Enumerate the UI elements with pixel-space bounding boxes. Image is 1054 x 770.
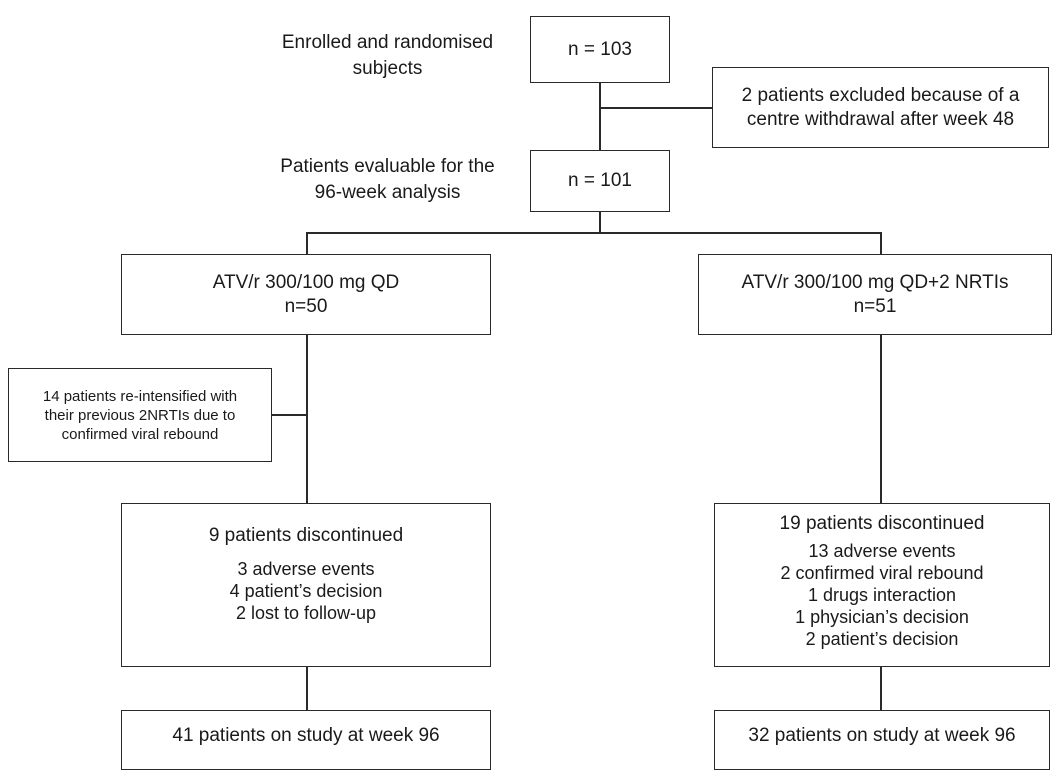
evaluable-label: Patients evaluable for the 96-week analy… — [255, 154, 520, 206]
left-discontinued-title: 9 patients discontinued — [208, 525, 404, 546]
evaluable-label-line: 96-week analysis — [314, 182, 461, 203]
connector-evaluable-down — [599, 211, 601, 233]
left-discontinued-box: 9 patients discontinued 3 adverse events… — [121, 503, 491, 667]
enrolled-label-line: Enrolled and randomised — [281, 32, 494, 53]
right-discontinued-reason: 1 physician’s decision — [795, 607, 969, 627]
excluded-line: 2 patients excluded because of a — [741, 84, 1020, 106]
reintensified-box: 14 patients re-intensified with their pr… — [8, 368, 272, 462]
right-final-box: 32 patients on study at week 96 — [714, 710, 1050, 770]
right-arm-box: ATV/r 300/100 mg QD+2 NRTIs n=51 — [698, 254, 1052, 335]
excluded-box: 2 patients excluded because of a centre … — [712, 67, 1049, 148]
right-discontinued-reason: 2 confirmed viral rebound — [780, 563, 984, 583]
evaluable-count: n = 101 — [568, 170, 632, 191]
reintensified-line: their previous 2NRTIs due to — [44, 406, 236, 424]
left-discontinued-reason: 2 lost to follow-up — [235, 603, 377, 623]
right-discontinued-box: 19 patients discontinued 13 adverse even… — [714, 503, 1050, 667]
left-arm-box: ATV/r 300/100 mg QD n=50 — [121, 254, 491, 335]
excluded-line: centre withdrawal after week 48 — [746, 108, 1015, 130]
reintensified-line: confirmed viral rebound — [61, 425, 219, 443]
connector-right-discontinued-to-final — [880, 666, 882, 711]
reintensified-line: 14 patients re-intensified with — [42, 387, 238, 405]
enrolled-label-line: subjects — [352, 58, 423, 79]
enrolled-label: Enrolled and randomised subjects — [255, 30, 520, 82]
connector-to-left-arm — [306, 232, 308, 254]
connector-reintensified-branch — [272, 414, 307, 416]
connector-left-arm-to-discontinued — [306, 334, 308, 503]
right-discontinued-title: 19 patients discontinued — [779, 513, 985, 534]
connector-enrolled-to-evaluable — [599, 82, 601, 150]
connector-to-right-arm — [880, 232, 882, 254]
right-discontinued-reason: 1 drugs interaction — [807, 585, 957, 605]
evaluable-label-line: Patients evaluable for the — [280, 156, 495, 177]
right-arm-count: n=51 — [853, 295, 897, 317]
enrolled-count: n = 103 — [568, 38, 632, 60]
left-final-box: 41 patients on study at week 96 — [121, 710, 491, 770]
enrolled-count-box: n = 103 — [530, 16, 670, 83]
left-arm-count: n=50 — [284, 295, 328, 317]
right-discontinued-reason: 13 adverse events — [808, 541, 956, 561]
connector-left-discontinued-to-final — [306, 666, 308, 711]
right-final-count: 32 patients on study at week 96 — [748, 725, 1016, 746]
left-discontinued-reason: 4 patient’s decision — [229, 581, 383, 601]
left-final-count: 41 patients on study at week 96 — [172, 725, 440, 746]
left-discontinued-reason: 3 adverse events — [237, 559, 375, 579]
evaluable-count-box: n = 101 — [530, 150, 670, 212]
connector-arm-split — [306, 232, 881, 234]
connector-right-arm-to-discontinued — [880, 334, 882, 503]
left-arm-title: ATV/r 300/100 mg QD — [212, 271, 400, 293]
right-discontinued-reason: 2 patient’s decision — [805, 629, 959, 649]
right-arm-title: ATV/r 300/100 mg QD+2 NRTIs — [741, 271, 1009, 293]
connector-exclusion-branch — [599, 107, 712, 109]
